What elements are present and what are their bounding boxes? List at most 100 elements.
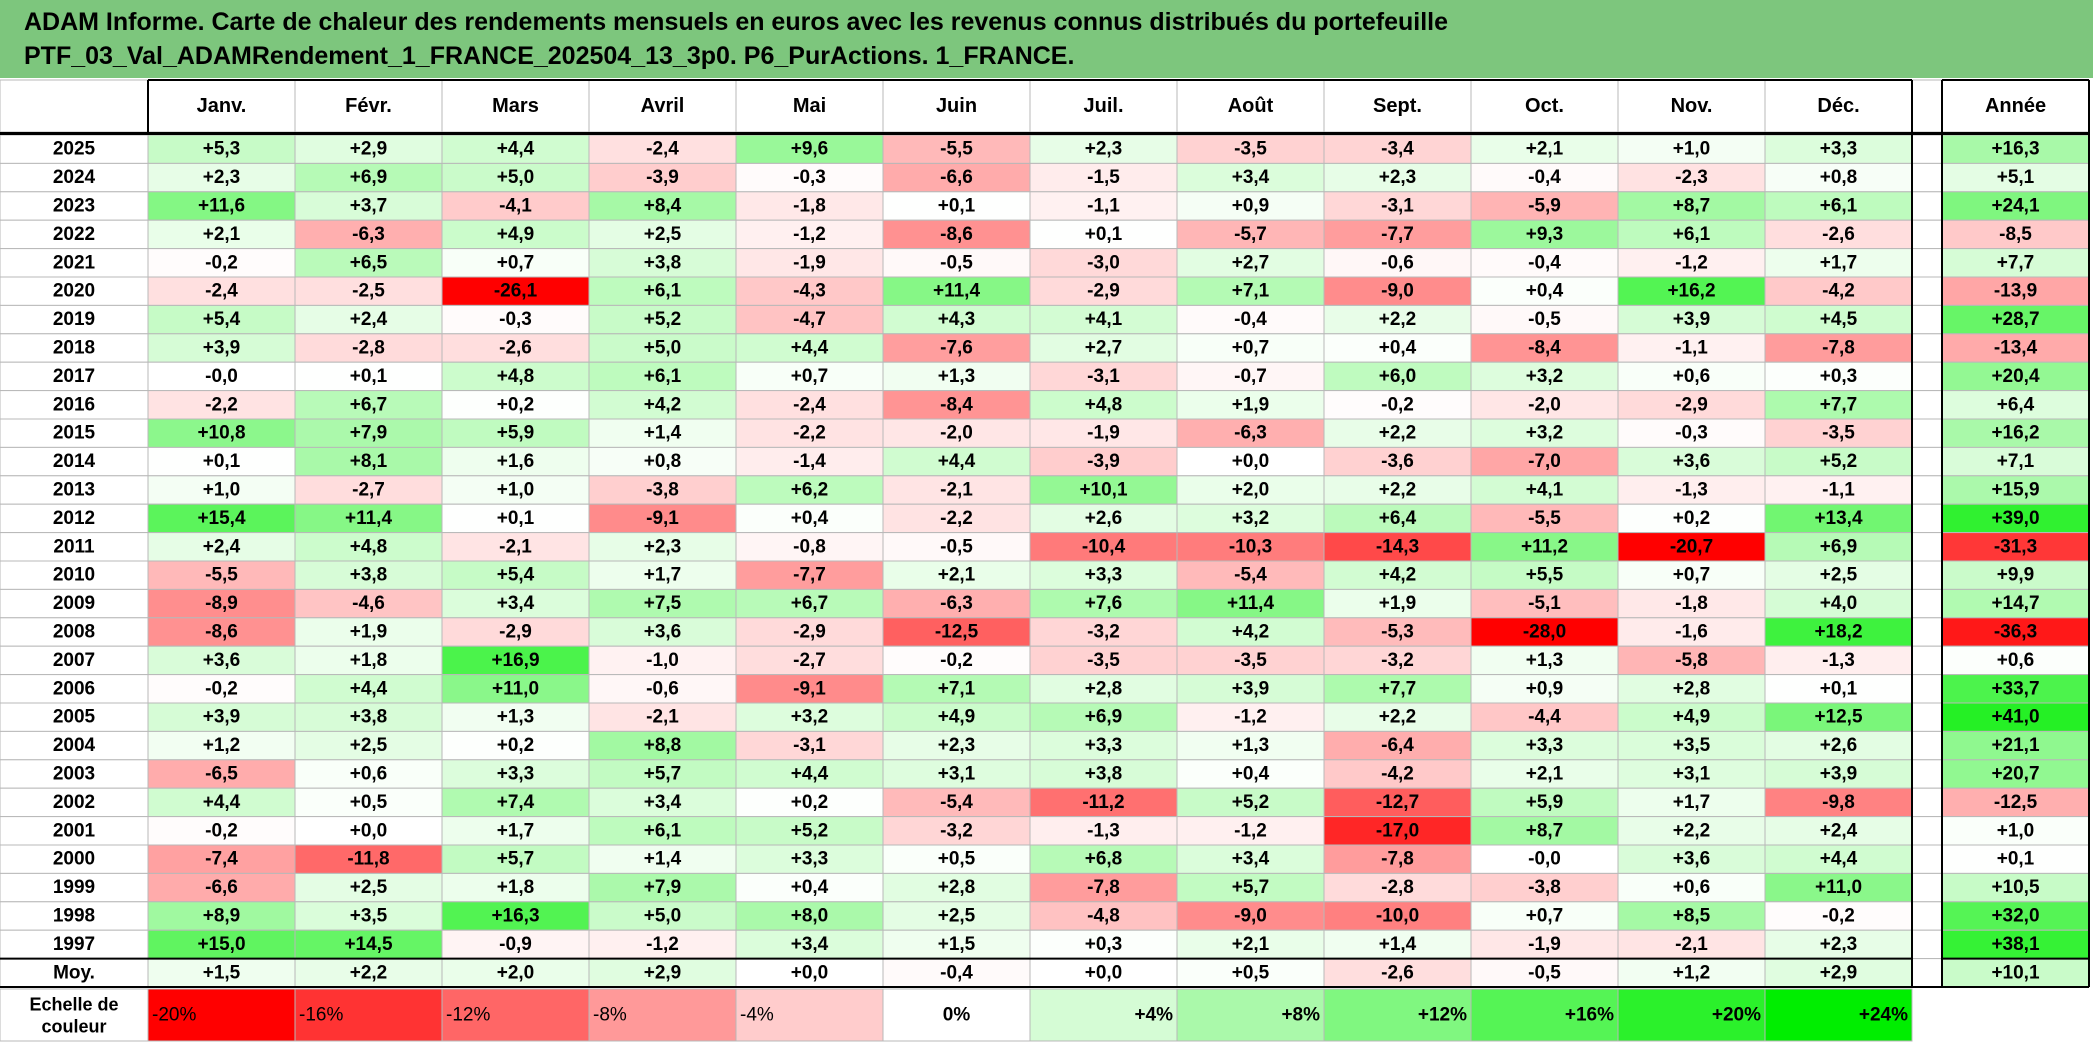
- year-row-cell: [441, 674, 590, 704]
- year-row-cell: [588, 304, 737, 335]
- year-label-cell: [0, 304, 149, 335]
- year-row-value: +6,9: [1085, 707, 1123, 728]
- year-row-annual-value: -8,5: [1999, 224, 2032, 245]
- average-row-value: +2,2: [350, 962, 388, 983]
- column-header-label: Sept.: [1373, 95, 1422, 117]
- year-row-cell: [882, 475, 1031, 505]
- year-row-cell: [882, 759, 1031, 789]
- year-row-value: +2,4: [203, 536, 241, 557]
- year-row-annual-cell: [1941, 276, 2090, 306]
- year-row-value: +10,8: [197, 423, 245, 444]
- year-row-value: +3,7: [350, 196, 388, 217]
- spacer-cell: [1911, 816, 1943, 846]
- year-row-value: +1,7: [1673, 792, 1711, 813]
- year-row-cell: [735, 446, 884, 477]
- year-row-cell: [735, 759, 884, 789]
- year-row-cell: [588, 730, 737, 761]
- year-row-cell: [1323, 390, 1472, 420]
- year-row-cell: [1764, 475, 1913, 505]
- year-row-cell: [882, 901, 1031, 931]
- year-row-cell: [1029, 560, 1178, 590]
- column-header-cell: [1764, 79, 1913, 133]
- spacer-cell: [1911, 702, 1943, 732]
- year-label-cell: [0, 248, 149, 278]
- year-row-cell: [147, 475, 296, 505]
- year-row-value: -2,2: [793, 423, 826, 444]
- year-row-value: +3,3: [1085, 565, 1123, 586]
- year-row-cell: [147, 787, 296, 818]
- year-row-cell: [1176, 702, 1325, 732]
- year-row-cell: [1323, 645, 1472, 676]
- year-row-value: +0,8: [644, 451, 682, 472]
- year-row-cell: [882, 702, 1031, 732]
- year-row-annual-cell: [1941, 390, 2090, 420]
- year-row-value: -12,7: [1376, 792, 1419, 813]
- year-row-value: -4,3: [793, 281, 826, 302]
- year-row-cell: [1176, 304, 1325, 335]
- year-row-value: +16,3: [491, 906, 539, 927]
- year-row-cell: [1470, 872, 1619, 903]
- year-row-value: +2,5: [350, 735, 388, 756]
- legend-label-cell: [0, 988, 149, 1042]
- year-row-value: +4,4: [791, 764, 829, 785]
- year-row-value: +0,3: [1085, 934, 1123, 955]
- year-row-value: +4,9: [1673, 707, 1711, 728]
- year-row-value: +3,8: [1085, 764, 1123, 785]
- spacer-cell: [1911, 560, 1943, 590]
- year-row-cell: [1764, 191, 1913, 221]
- year-row-cell: [1176, 219, 1325, 250]
- year-row-value: +1,8: [497, 877, 535, 898]
- year-row-cell: [294, 361, 443, 392]
- year-row-value: -0,3: [1675, 423, 1708, 444]
- year-row-value: +7,6: [1085, 593, 1123, 614]
- spacer-cell: [1911, 191, 1943, 221]
- spacer-cell: [1911, 304, 1943, 335]
- year-label: 2022: [53, 224, 95, 245]
- year-row-cell: [1470, 219, 1619, 250]
- year-row-value: +4,2: [644, 394, 682, 415]
- year-label: 2016: [53, 394, 95, 415]
- year-row-annual-cell: [1941, 617, 2090, 647]
- year-row-cell: [1470, 730, 1619, 761]
- year-row-value: +7,1: [938, 678, 976, 699]
- year-row-value: -5,4: [940, 792, 973, 813]
- year-row-value: +14,5: [344, 934, 393, 955]
- year-label: 2006: [53, 678, 95, 699]
- year-row-value: -1,8: [793, 196, 826, 217]
- year-label: 2004: [53, 735, 96, 756]
- year-row-annual-value: +38,1: [1991, 934, 2040, 955]
- year-row-value: -3,0: [1087, 252, 1120, 273]
- year-row-cell: [1470, 248, 1619, 278]
- year-row-value: -4,1: [499, 196, 532, 217]
- legend-step-label: 0%: [943, 1005, 971, 1026]
- year-label: 2005: [53, 707, 96, 728]
- year-label: 2002: [53, 792, 95, 813]
- year-row-value: +4,9: [497, 224, 535, 245]
- year-label: 1999: [53, 877, 95, 898]
- year-row-annual-cell: [1941, 588, 2090, 619]
- year-row-cell: [1617, 248, 1766, 278]
- year-row-value: -0,2: [205, 252, 238, 273]
- year-row-value: -0,8: [793, 536, 826, 557]
- year-row-value: +4,4: [350, 678, 388, 699]
- year-label: 2020: [53, 281, 95, 302]
- year-row-cell: [1470, 617, 1619, 647]
- year-row-value: +3,3: [497, 764, 535, 785]
- year-row-value: -26,1: [494, 281, 538, 302]
- year-row-value: -1,8: [1675, 593, 1708, 614]
- year-row-cell: [1176, 588, 1325, 619]
- year-row-value: -2,8: [1381, 877, 1414, 898]
- year-row-value: +0,1: [1085, 224, 1123, 245]
- column-header-label: Juin: [936, 95, 977, 117]
- year-row-cell: [1764, 645, 1913, 676]
- year-row-value: +8,1: [350, 451, 388, 472]
- year-row-cell: [441, 503, 590, 534]
- year-row-annual-value: +0,6: [1997, 650, 2035, 671]
- year-row-annual-value: +5,1: [1997, 167, 2035, 188]
- year-row-annual-cell: [1941, 333, 2090, 363]
- year-row-value: +9,3: [1526, 224, 1564, 245]
- column-header-label: Oct.: [1525, 95, 1564, 117]
- year-row-cell: [1323, 560, 1472, 590]
- year-row-value: +0,7: [1673, 565, 1711, 586]
- year-row-annual-cell: [1941, 816, 2090, 846]
